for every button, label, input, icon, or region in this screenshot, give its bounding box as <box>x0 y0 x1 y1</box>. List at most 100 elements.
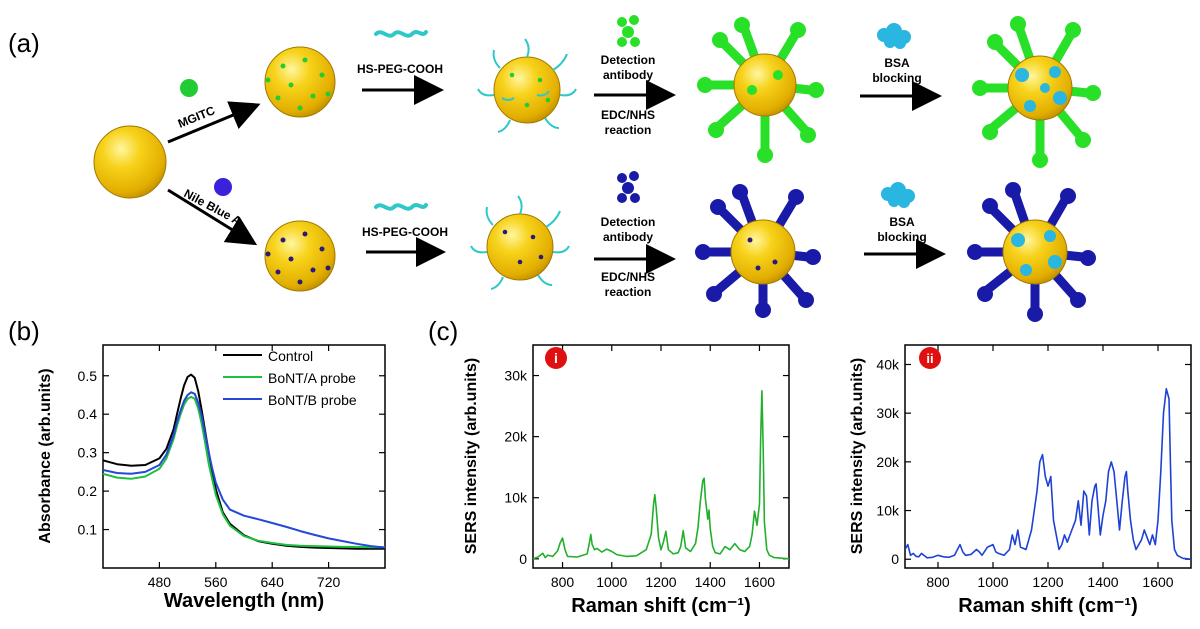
x-tick-label: 1400 <box>695 574 726 590</box>
bsa-icon-2 <box>881 182 915 208</box>
y-tick-label: 20k <box>876 454 900 470</box>
label-detection-2a: Detection <box>601 215 656 229</box>
antibody-conjugated-particle-blue <box>695 184 821 318</box>
x-tick-label: 640 <box>261 574 285 590</box>
x-tick-label: 1600 <box>1142 574 1173 590</box>
mgitc-dots <box>265 57 331 111</box>
y-tick-label: 0.1 <box>78 522 98 538</box>
x-tick-label: 1400 <box>1087 574 1118 590</box>
legend-label-bont-b: BoNT/B probe <box>268 392 357 408</box>
chart-c-i-frame <box>532 344 790 569</box>
label-peg-2: HS-PEG-COOH <box>362 225 448 239</box>
mgitc-dye-icon <box>180 79 198 97</box>
arrow-nile-blue <box>167 188 258 246</box>
x-tick-label: 1200 <box>645 574 676 590</box>
label-bsa-2b: blocking <box>877 230 926 244</box>
panel-label-c: (c) <box>428 316 458 346</box>
chart-c-ii-ylabel: SERS intensity (arb.units) <box>849 358 866 554</box>
series-line-2 <box>103 395 385 549</box>
label-bsa-1b: blocking <box>872 71 921 85</box>
label-nile-blue: Nile Blue A <box>182 186 244 228</box>
nile-dots <box>265 231 331 285</box>
chart-c-ii: 800 1000 1200 1400 1600 0 10k 20k 30k 40k ii Rama… <box>849 344 1192 617</box>
label-edc-2a: EDC/NHS <box>601 270 655 284</box>
y-tick-label: 10k <box>504 490 528 506</box>
y-tick-label: 0.5 <box>78 368 98 384</box>
y-tick-label: 0.2 <box>78 483 98 499</box>
panel-label-b: (b) <box>8 316 40 346</box>
badge-ii-label: ii <box>926 351 933 366</box>
panel-label-a: (a) <box>8 28 40 58</box>
x-tick-label: 1600 <box>744 574 775 590</box>
peg-chains-2 <box>470 195 570 290</box>
chart-c-ii-ticks: 800 1000 1200 1400 1600 0 10k 20k 30k 40k <box>876 345 1191 590</box>
blocked-probe-blue <box>967 182 1096 322</box>
chart-b-frame <box>102 344 386 569</box>
label-bsa-1a: BSA <box>884 56 910 70</box>
antibody-icon-green <box>617 15 640 47</box>
nile-dots-2 <box>502 229 544 265</box>
pegylated-particle-nile <box>486 213 554 281</box>
x-tick-label: 480 <box>148 574 172 590</box>
chart-b-ylabel: Absorbance (arb.units) <box>37 368 54 543</box>
chart-c-i: 800 1000 1200 1400 1600 0 10k 20k 30k i Raman sh… <box>463 344 790 617</box>
row-nile-blue: HS-PEG-COOH Detection antibody EDC/NHS r… <box>264 171 1096 322</box>
chart-b: 480 560 640 720 0.1 0.2 0.3 0.4 0.5 Wavelength (… <box>37 344 386 612</box>
x-tick-label: 1000 <box>596 574 627 590</box>
label-edc-1a: EDC/NHS <box>601 108 655 122</box>
badge-i <box>545 347 567 369</box>
nile-blue-dye-icon <box>214 178 232 196</box>
blocked-probe-green <box>972 16 1101 168</box>
pegylated-particle-mgitc <box>493 56 561 124</box>
chart-b-ticks: 480 560 640 720 0.1 0.2 0.3 0.4 0.5 <box>78 345 385 590</box>
x-tick-label: 560 <box>204 574 228 590</box>
antibody-icon-blue <box>617 171 640 203</box>
legend-label-bont-a: BoNT/A probe <box>268 370 356 386</box>
y-tick-label: 30k <box>876 405 900 421</box>
y-tick-label: 0 <box>519 551 527 567</box>
label-detection-1a: Detection <box>601 53 656 67</box>
chart-c-ii-series <box>905 388 1191 560</box>
label-bsa-2a: BSA <box>889 215 915 229</box>
label-edc-1b: reaction <box>605 123 652 137</box>
x-tick-label: 1000 <box>977 574 1008 590</box>
x-tick-label: 720 <box>317 574 341 590</box>
bsa-icon-1 <box>877 23 911 49</box>
chart-b-series <box>103 373 385 550</box>
peg-chains-1 <box>477 38 577 133</box>
x-tick-label: 800 <box>926 574 950 590</box>
y-tick-label: 40k <box>876 356 900 372</box>
series-line-1 <box>905 388 1191 560</box>
label-peg-1: HS-PEG-COOH <box>357 62 443 76</box>
series-line-1 <box>533 390 789 560</box>
badge-i-label: i <box>554 350 558 366</box>
peg-icon-1 <box>374 30 428 38</box>
chart-c-i-ticks: 800 1000 1200 1400 1600 0 10k 20k 30k <box>504 345 789 590</box>
x-tick-label: 800 <box>551 574 575 590</box>
chart-c-i-xlabel: Raman shift (cm⁻¹) <box>571 595 750 617</box>
label-edc-2b: reaction <box>605 285 652 299</box>
peg-icon-2 <box>374 203 428 211</box>
y-tick-label: 20k <box>504 429 528 445</box>
series-line-3 <box>103 391 385 549</box>
chart-c-i-ylabel: SERS intensity (arb.units) <box>463 358 480 554</box>
y-tick-label: 0 <box>891 551 899 567</box>
arrow-mgitc <box>167 101 261 144</box>
chart-b-legend: Control BoNT/A probe BoNT/B probe <box>223 348 357 408</box>
y-tick-label: 10k <box>876 503 900 519</box>
badge-ii <box>919 347 941 369</box>
y-tick-label: 0.4 <box>78 406 98 422</box>
x-tick-label: 1200 <box>1032 574 1063 590</box>
gold-nanoparticle <box>93 125 167 199</box>
chart-b-xlabel: Wavelength (nm) <box>164 590 324 612</box>
y-tick-label: 30k <box>504 368 528 384</box>
row-mgitc: HS-PEG-COOH Detection antibody EDC/NHS r… <box>264 15 1101 168</box>
antibody-conjugated-particle-green <box>697 17 824 163</box>
chart-c-ii-xlabel: Raman shift (cm⁻¹) <box>958 595 1137 617</box>
label-detection-2b: antibody <box>603 230 653 244</box>
mgitc-dots-2 <box>509 72 551 108</box>
chart-c-i-series <box>533 390 789 560</box>
y-tick-label: 0.3 <box>78 445 98 461</box>
legend-label-control: Control <box>268 348 313 364</box>
label-mgitc: MGITC <box>176 103 217 131</box>
